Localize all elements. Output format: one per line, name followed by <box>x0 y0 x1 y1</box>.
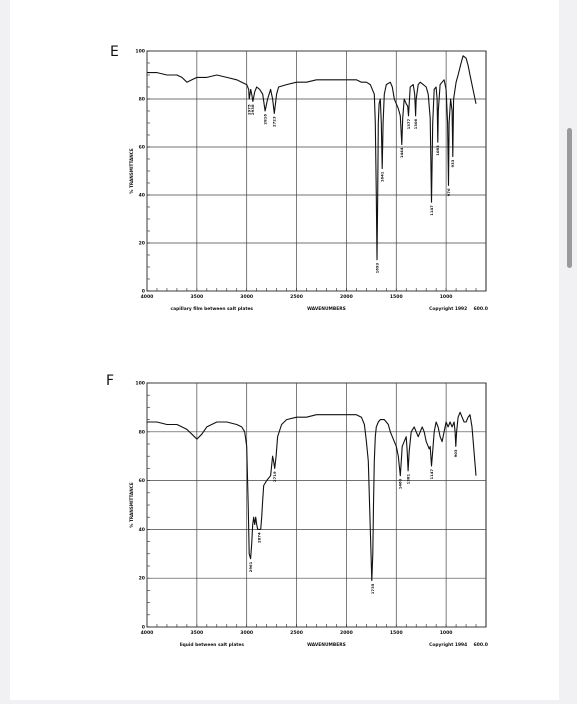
x-tick-label: 3500 <box>190 294 203 300</box>
x-tick-label: 3000 <box>240 630 253 636</box>
panel-label: F <box>106 373 114 389</box>
peak-label: 2874 <box>257 532 262 543</box>
spectrum-line <box>147 55 477 261</box>
peak-label: 1083 <box>435 145 440 156</box>
y-tick-label: 0 <box>142 625 145 631</box>
x-tick-label: 1500 <box>390 630 403 636</box>
plot-frame <box>146 50 487 292</box>
peak-label: 2719 <box>272 471 277 482</box>
x-axis-title: WAVENUMBERS <box>307 306 346 312</box>
peak-label: 1147 <box>429 469 434 480</box>
sample-caption: capillary film between salt plates <box>171 306 254 312</box>
peak-label: 1693 <box>374 262 379 273</box>
peak-label: 1641 <box>380 171 385 182</box>
y-tick-label: 80 <box>139 429 145 435</box>
copyright-caption: Copyright 1992 <box>429 306 467 312</box>
peak-label: 1444 <box>399 147 404 158</box>
x-tick-label: 2500 <box>290 294 303 300</box>
x-tick-label: 3500 <box>190 630 203 636</box>
x-tick-label: 1000 <box>440 294 453 300</box>
x-tick-label: 2500 <box>290 630 303 636</box>
x-axis-title: WAVENUMBERS <box>307 642 346 648</box>
peak-label: 2816 <box>262 114 267 125</box>
peak-label: 1377 <box>406 118 411 129</box>
panel-label: E <box>110 44 119 60</box>
sample-caption: liquid between salt plates <box>180 642 245 648</box>
peak-label: 1735 <box>370 583 375 594</box>
peak-label: 2723 <box>272 116 277 127</box>
y-tick-label: 40 <box>139 193 145 199</box>
peak-label: 976 <box>446 188 451 196</box>
peak-label: 2938 <box>250 104 255 115</box>
x-tick-label: 1500 <box>390 294 403 300</box>
vertical-scrollbar[interactable] <box>567 128 572 268</box>
peak-label: 1460 <box>398 478 403 489</box>
x-tick-label: 2000 <box>340 294 353 300</box>
peak-label: 1306 <box>413 118 418 129</box>
peak-label: 2961 <box>248 561 253 572</box>
x-tick-label: 4000 <box>141 630 154 636</box>
x-tick-label: 3000 <box>240 294 253 300</box>
peak-label: 2975 <box>246 104 251 115</box>
y-tick-label: 80 <box>139 97 145 103</box>
peak-label: 903 <box>453 449 458 457</box>
spectrum-line <box>147 411 477 582</box>
x-tick-label: 2000 <box>340 630 353 636</box>
x-end-label: 600.0 <box>473 642 488 648</box>
peak-label: 933 <box>450 159 455 167</box>
y-tick-label: 100 <box>135 381 145 387</box>
y-tick-label: 20 <box>139 576 145 582</box>
document-page: E 100 80 60 40 20 0 4000 3500 3000 2500 2000 1500 100… <box>10 0 559 700</box>
y-tick-label: 40 <box>139 527 145 533</box>
peak-label: 1147 <box>429 205 434 216</box>
y-tick-label: 20 <box>139 241 145 247</box>
peak-label: 1381 <box>405 473 410 484</box>
y-tick-label: 100 <box>135 49 145 55</box>
y-tick-label: 60 <box>139 478 145 484</box>
copyright-caption: Copyright 1994 <box>429 642 467 648</box>
y-axis-title: % TRANSMITTANCE <box>129 482 134 528</box>
plot-frame <box>146 382 487 628</box>
x-tick-label: 4000 <box>141 294 154 300</box>
y-tick-label: 0 <box>142 289 145 295</box>
y-axis-title: % TRANSMITTANCE <box>129 148 134 194</box>
x-end-label: 600.0 <box>473 306 488 312</box>
y-tick-label: 60 <box>139 145 145 151</box>
x-tick-label: 1000 <box>440 630 453 636</box>
